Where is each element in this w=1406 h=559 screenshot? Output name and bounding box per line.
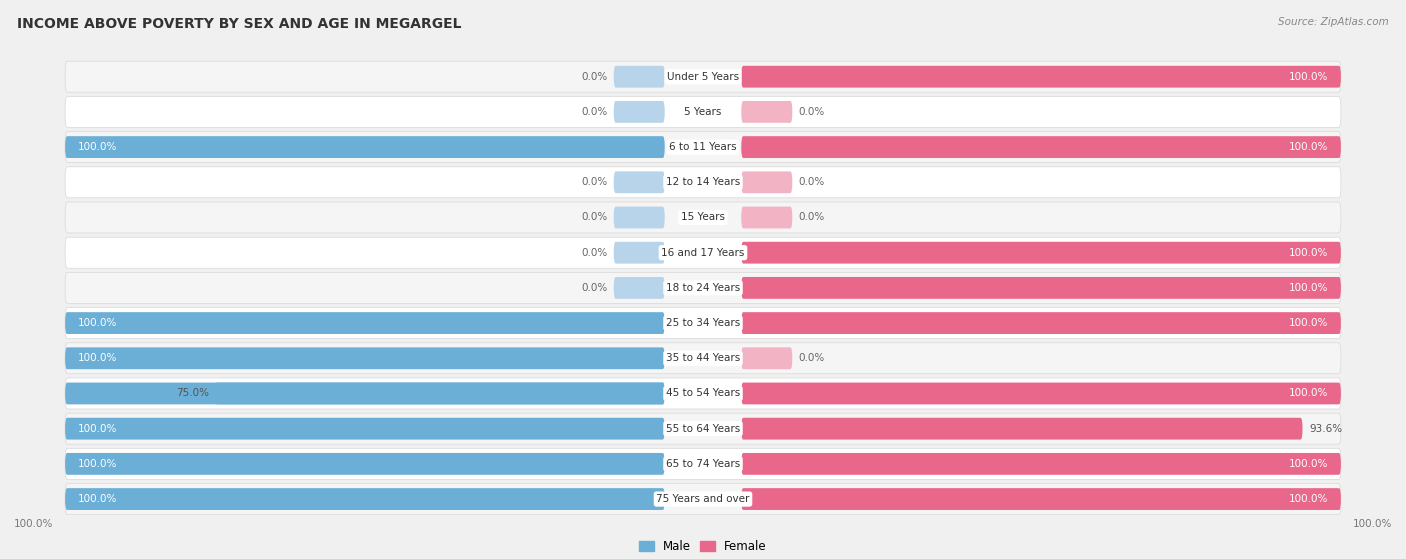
FancyBboxPatch shape <box>65 378 1341 409</box>
Text: 0.0%: 0.0% <box>581 248 607 258</box>
FancyBboxPatch shape <box>741 172 793 193</box>
FancyBboxPatch shape <box>65 484 1341 514</box>
Text: 0.0%: 0.0% <box>581 107 607 117</box>
FancyBboxPatch shape <box>741 136 1341 158</box>
FancyBboxPatch shape <box>65 96 1341 127</box>
FancyBboxPatch shape <box>65 343 1341 374</box>
FancyBboxPatch shape <box>65 307 1341 339</box>
Text: 100.0%: 100.0% <box>1289 248 1329 258</box>
Text: 100.0%: 100.0% <box>77 142 117 152</box>
FancyBboxPatch shape <box>65 312 665 334</box>
FancyBboxPatch shape <box>741 101 793 123</box>
FancyBboxPatch shape <box>65 136 665 158</box>
Text: Source: ZipAtlas.com: Source: ZipAtlas.com <box>1278 17 1389 27</box>
FancyBboxPatch shape <box>65 418 665 439</box>
FancyBboxPatch shape <box>741 488 1341 510</box>
Text: 75 Years and over: 75 Years and over <box>657 494 749 504</box>
FancyBboxPatch shape <box>65 382 665 404</box>
FancyBboxPatch shape <box>65 413 1341 444</box>
Text: 15 Years: 15 Years <box>681 212 725 222</box>
Text: 100.0%: 100.0% <box>77 318 117 328</box>
Text: 65 to 74 Years: 65 to 74 Years <box>666 459 740 469</box>
Text: 0.0%: 0.0% <box>799 177 825 187</box>
Text: 100.0%: 100.0% <box>77 459 117 469</box>
Text: 100.0%: 100.0% <box>1289 283 1329 293</box>
Text: 100.0%: 100.0% <box>1289 459 1329 469</box>
FancyBboxPatch shape <box>613 172 665 193</box>
FancyBboxPatch shape <box>741 382 1341 404</box>
FancyBboxPatch shape <box>613 101 665 123</box>
FancyBboxPatch shape <box>65 448 1341 480</box>
Text: 6 to 11 Years: 6 to 11 Years <box>669 142 737 152</box>
Text: 75.0%: 75.0% <box>176 389 208 399</box>
Text: 16 and 17 Years: 16 and 17 Years <box>661 248 745 258</box>
FancyBboxPatch shape <box>741 66 1341 88</box>
Text: INCOME ABOVE POVERTY BY SEX AND AGE IN MEGARGEL: INCOME ABOVE POVERTY BY SEX AND AGE IN M… <box>17 17 461 31</box>
FancyBboxPatch shape <box>613 242 665 264</box>
Text: 100.0%: 100.0% <box>1353 519 1392 529</box>
FancyBboxPatch shape <box>65 488 665 510</box>
FancyBboxPatch shape <box>741 453 1341 475</box>
Text: 100.0%: 100.0% <box>1289 389 1329 399</box>
Text: Under 5 Years: Under 5 Years <box>666 72 740 82</box>
FancyBboxPatch shape <box>741 277 1341 299</box>
Text: 18 to 24 Years: 18 to 24 Years <box>666 283 740 293</box>
FancyBboxPatch shape <box>65 272 1341 304</box>
FancyBboxPatch shape <box>65 131 1341 163</box>
FancyBboxPatch shape <box>741 242 1341 264</box>
FancyBboxPatch shape <box>65 167 1341 198</box>
Text: 0.0%: 0.0% <box>799 212 825 222</box>
FancyBboxPatch shape <box>613 207 665 229</box>
Text: 100.0%: 100.0% <box>1289 494 1329 504</box>
FancyBboxPatch shape <box>613 277 665 299</box>
Text: 93.6%: 93.6% <box>1309 424 1343 434</box>
Text: 100.0%: 100.0% <box>77 353 117 363</box>
Text: 0.0%: 0.0% <box>581 283 607 293</box>
Text: 0.0%: 0.0% <box>581 212 607 222</box>
FancyBboxPatch shape <box>65 453 665 475</box>
FancyBboxPatch shape <box>741 207 793 229</box>
Text: 25 to 34 Years: 25 to 34 Years <box>666 318 740 328</box>
Text: 45 to 54 Years: 45 to 54 Years <box>666 389 740 399</box>
Text: 100.0%: 100.0% <box>1289 142 1329 152</box>
Text: 55 to 64 Years: 55 to 64 Years <box>666 424 740 434</box>
FancyBboxPatch shape <box>65 237 1341 268</box>
FancyBboxPatch shape <box>741 312 1341 334</box>
Text: 0.0%: 0.0% <box>799 353 825 363</box>
Text: 100.0%: 100.0% <box>77 494 117 504</box>
Text: 0.0%: 0.0% <box>581 72 607 82</box>
Text: 5 Years: 5 Years <box>685 107 721 117</box>
Text: 12 to 14 Years: 12 to 14 Years <box>666 177 740 187</box>
FancyBboxPatch shape <box>65 202 1341 233</box>
FancyBboxPatch shape <box>215 382 665 404</box>
Text: 100.0%: 100.0% <box>1289 72 1329 82</box>
Text: 100.0%: 100.0% <box>77 424 117 434</box>
Text: 100.0%: 100.0% <box>14 519 53 529</box>
FancyBboxPatch shape <box>741 418 1302 439</box>
FancyBboxPatch shape <box>65 61 1341 92</box>
Text: 35 to 44 Years: 35 to 44 Years <box>666 353 740 363</box>
Text: 0.0%: 0.0% <box>581 177 607 187</box>
FancyBboxPatch shape <box>741 347 793 369</box>
Legend: Male, Female: Male, Female <box>634 535 772 557</box>
Text: 100.0%: 100.0% <box>1289 318 1329 328</box>
Text: 0.0%: 0.0% <box>799 107 825 117</box>
FancyBboxPatch shape <box>613 66 665 88</box>
FancyBboxPatch shape <box>65 347 665 369</box>
